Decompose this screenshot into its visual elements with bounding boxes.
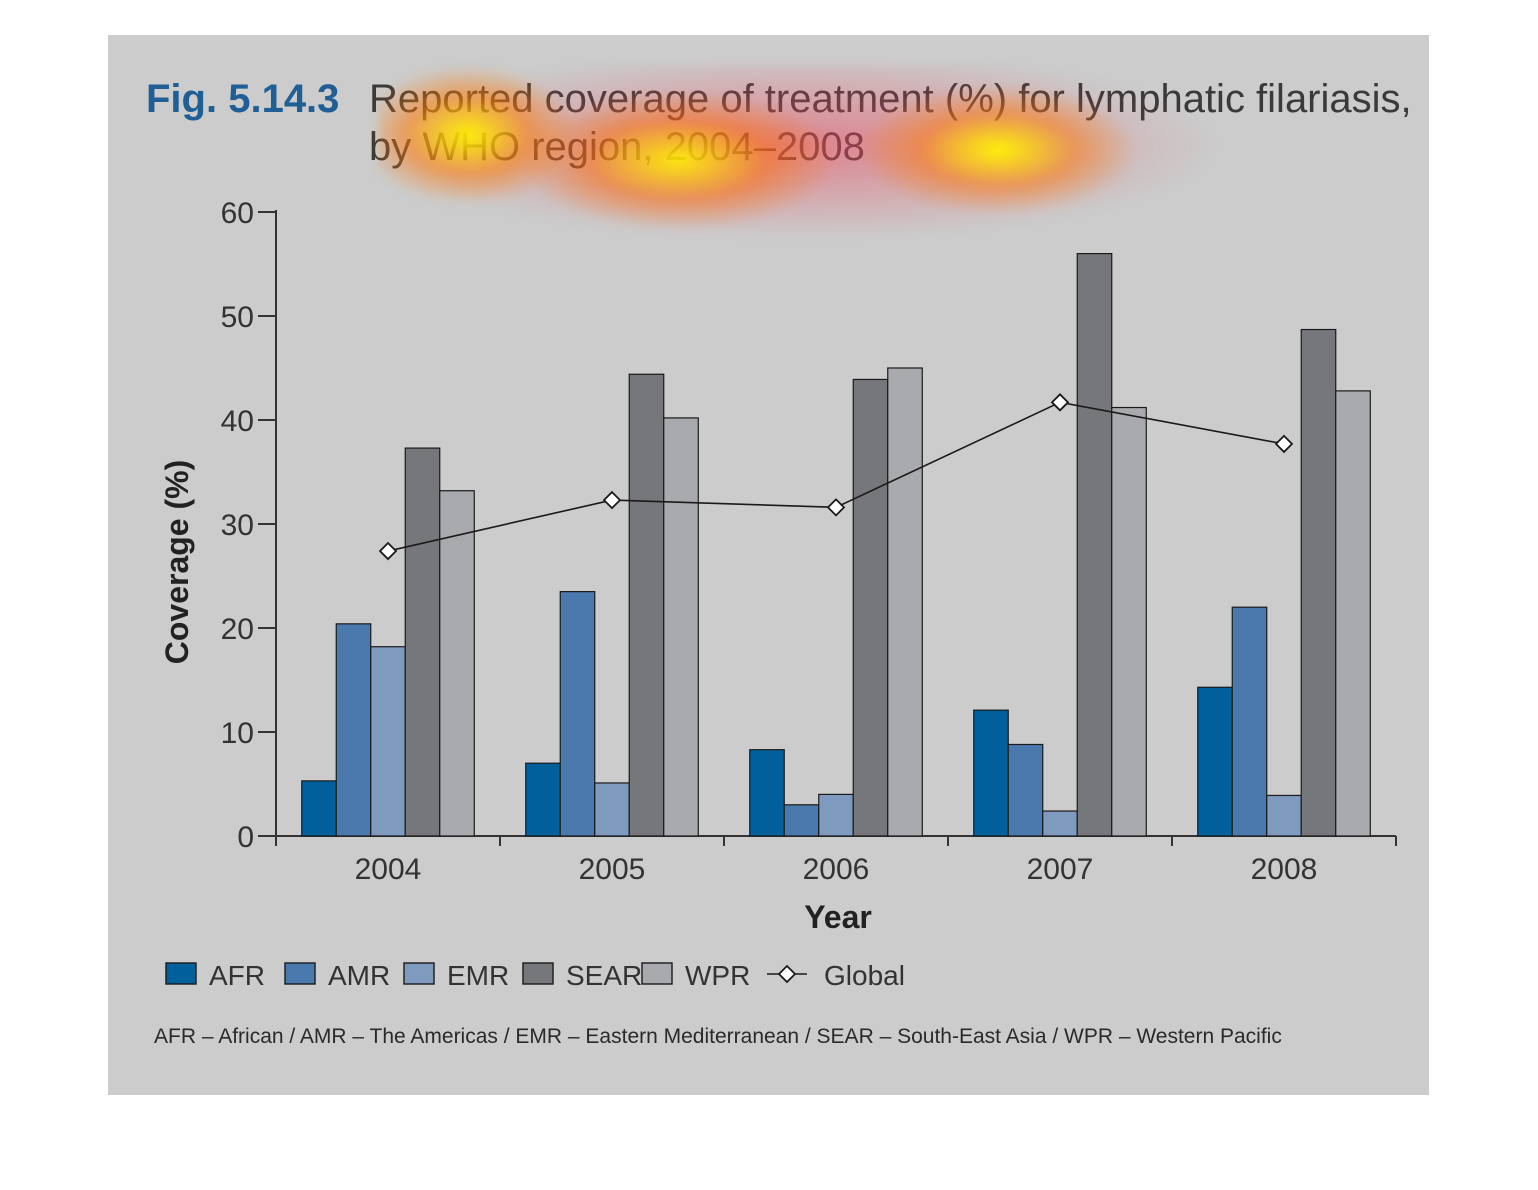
x-tick-label: 2005 (579, 853, 646, 886)
y-tick-label: 0 (237, 821, 254, 854)
legend-swatch-emr (403, 962, 435, 985)
bar-wpr-2005 (663, 417, 699, 837)
plot-area: 0 10 20 30 40 50 60 2004 2005 2006 2007 2008 (221, 197, 1397, 886)
bar-wpr-2007 (1111, 406, 1147, 837)
chart: Fig. 5.14.3 Reported coverage of treatme… (146, 77, 1412, 1048)
bar-sear-2008 (1300, 328, 1337, 837)
y-tick-label: 60 (221, 197, 254, 230)
bar-afr-2006 (749, 749, 785, 837)
legend-label-amr: AMR (328, 960, 390, 991)
figure-title-line2: by WHO region, 2004–2008 (369, 125, 865, 169)
legend-swatch-amr (284, 962, 316, 985)
y-axis-label: Coverage (%) (159, 460, 195, 665)
bar-amr-2008 (1231, 606, 1268, 837)
bar-sear-2007 (1076, 253, 1113, 837)
global-marker-2006 (826, 498, 846, 517)
bar-wpr-2006 (887, 367, 923, 837)
x-tick-label: 2008 (1251, 853, 1318, 886)
bar-wpr-2004 (439, 490, 475, 837)
figure-panel: Fig. 5.14.3 Reported coverage of treatme… (108, 35, 1429, 1095)
bar-afr-2004 (301, 780, 337, 837)
global-marker-2005 (602, 490, 622, 510)
bar-afr-2008 (1197, 686, 1233, 837)
legend-label-global: Global (824, 960, 905, 991)
y-tick-label: 30 (221, 509, 254, 542)
bar-amr-2004 (335, 623, 372, 837)
x-tick-label: 2004 (355, 853, 422, 886)
bar-amr-2006 (783, 804, 820, 837)
bar-amr-2005 (559, 590, 596, 837)
x-tick-label: 2006 (803, 853, 870, 886)
figure-number: Fig. 5.14.3 (146, 77, 339, 121)
legend: AFR AMR EMR SEAR WPR Global (165, 960, 905, 991)
bar-emr-2006 (818, 793, 854, 837)
bar-emr-2007 (1042, 810, 1078, 837)
bar-sear-2006 (852, 378, 889, 837)
y-tick-label: 40 (221, 405, 254, 438)
bar-emr-2004 (370, 646, 406, 837)
legend-swatch-wpr (641, 962, 673, 985)
global-marker-2007 (1050, 393, 1070, 412)
legend-label-wpr: WPR (685, 960, 750, 991)
global-line (387, 401, 1285, 552)
bar-sear-2004 (404, 447, 441, 837)
legend-marker-global (777, 964, 797, 984)
figure-title-line1: Reported coverage of treatment (%) for l… (369, 77, 1412, 121)
bar-afr-2007 (973, 709, 1009, 837)
y-tick-label: 20 (221, 613, 254, 646)
legend-swatch-sear (522, 962, 554, 985)
global-marker-2004 (378, 541, 398, 561)
bar-emr-2008 (1266, 794, 1302, 837)
bar-sear-2005 (628, 373, 665, 837)
bar-emr-2005 (594, 782, 630, 837)
bar-wpr-2008 (1335, 390, 1371, 837)
footnote: AFR – African / AMR – The Americas / EMR… (154, 1025, 1282, 1048)
legend-label-afr: AFR (209, 960, 265, 991)
legend-label-sear: SEAR (566, 960, 642, 991)
x-tick-label: 2007 (1027, 853, 1094, 886)
legend-swatch-afr (165, 962, 197, 985)
y-tick-label: 10 (221, 717, 254, 750)
legend-label-emr: EMR (447, 960, 509, 991)
bar-afr-2005 (525, 762, 561, 837)
global-marker-2008 (1274, 434, 1294, 454)
x-axis-label: Year (804, 899, 872, 935)
bar-amr-2007 (1007, 743, 1044, 837)
y-tick-label: 50 (221, 301, 254, 334)
